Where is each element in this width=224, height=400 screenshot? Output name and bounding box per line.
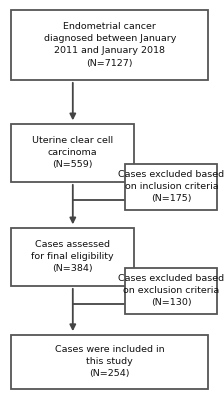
FancyBboxPatch shape bbox=[11, 124, 134, 182]
Text: Cases were included in
this study
(N=254): Cases were included in this study (N=254… bbox=[55, 345, 165, 378]
FancyBboxPatch shape bbox=[125, 268, 217, 314]
FancyBboxPatch shape bbox=[125, 164, 217, 210]
FancyBboxPatch shape bbox=[11, 335, 208, 389]
FancyBboxPatch shape bbox=[11, 10, 208, 80]
Text: Cases assessed
for final eligibility
(N=384): Cases assessed for final eligibility (N=… bbox=[32, 240, 114, 274]
Text: Cases excluded based
on inclusion criteria
(N=175): Cases excluded based on inclusion criter… bbox=[118, 170, 224, 204]
FancyBboxPatch shape bbox=[11, 228, 134, 286]
Text: Endometrial cancer
diagnosed between January
2011 and January 2018
(N=7127): Endometrial cancer diagnosed between Jan… bbox=[44, 22, 176, 68]
Text: Uterine clear cell
carcinoma
(N=559): Uterine clear cell carcinoma (N=559) bbox=[32, 136, 113, 170]
Text: Cases excluded based
on exclusion criteria
(N=130): Cases excluded based on exclusion criter… bbox=[118, 274, 224, 308]
